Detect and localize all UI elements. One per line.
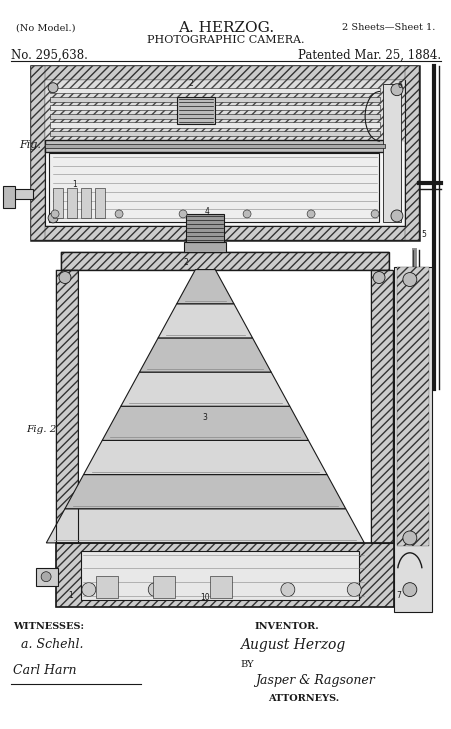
Circle shape	[59, 272, 71, 284]
Circle shape	[48, 213, 58, 223]
Bar	[3, 186, 15, 208]
Text: INVENTOR.: INVENTOR.	[254, 623, 319, 631]
Circle shape	[346, 582, 360, 596]
Polygon shape	[176, 270, 233, 304]
Bar	[67, 188, 77, 218]
Bar	[31, 66, 418, 240]
Bar	[31, 226, 418, 240]
Bar	[56, 543, 393, 607]
Text: 1: 1	[73, 181, 77, 190]
Text: August Herzog: August Herzog	[239, 639, 345, 652]
Bar	[184, 242, 226, 252]
Circle shape	[48, 83, 58, 93]
Bar	[36, 568, 58, 585]
Bar	[404, 66, 418, 240]
Bar	[370, 270, 392, 543]
Bar	[96, 576, 117, 598]
Bar	[95, 188, 105, 218]
Bar	[11, 189, 33, 199]
Bar	[45, 140, 384, 152]
Circle shape	[148, 582, 162, 596]
Bar	[186, 214, 224, 242]
Bar	[61, 252, 388, 270]
Bar	[50, 105, 379, 110]
Text: 1: 1	[69, 590, 73, 599]
Bar	[31, 66, 45, 240]
Circle shape	[179, 210, 187, 218]
Text: No. 295,638.: No. 295,638.	[11, 49, 88, 62]
Polygon shape	[102, 406, 308, 440]
Circle shape	[402, 531, 416, 545]
Bar	[393, 267, 431, 612]
Bar	[177, 96, 215, 125]
Polygon shape	[65, 475, 345, 509]
Bar	[56, 270, 78, 543]
Text: A. HERZOG.: A. HERZOG.	[178, 21, 273, 35]
Circle shape	[372, 272, 384, 284]
Bar	[56, 543, 393, 607]
Bar	[56, 270, 78, 543]
Polygon shape	[139, 338, 271, 372]
Text: WITNESSES:: WITNESSES:	[13, 623, 84, 631]
Bar	[45, 79, 404, 141]
Text: ATTORNEYS.: ATTORNEYS.	[267, 694, 338, 703]
Circle shape	[402, 582, 416, 596]
Circle shape	[51, 210, 59, 218]
Bar	[45, 79, 404, 226]
Text: 3: 3	[202, 413, 207, 422]
Text: Carl Harn: Carl Harn	[13, 664, 77, 677]
Text: 4: 4	[204, 207, 209, 216]
Circle shape	[82, 582, 96, 596]
Text: 10: 10	[200, 593, 210, 601]
Bar	[152, 576, 175, 598]
Circle shape	[41, 572, 51, 582]
Polygon shape	[120, 372, 289, 406]
Circle shape	[370, 210, 378, 218]
Bar	[49, 153, 378, 222]
Text: a. Schehl.: a. Schehl.	[21, 639, 83, 651]
Bar	[50, 122, 379, 128]
Text: 2 Sheets—Sheet 1.: 2 Sheets—Sheet 1.	[341, 23, 435, 32]
Circle shape	[243, 210, 250, 218]
Text: (No Model.): (No Model.)	[16, 23, 76, 32]
Circle shape	[306, 210, 314, 218]
Circle shape	[402, 273, 416, 286]
Circle shape	[214, 582, 228, 596]
Circle shape	[115, 210, 123, 218]
Bar	[396, 267, 428, 546]
Text: 2: 2	[183, 257, 188, 267]
Bar	[50, 88, 379, 93]
Bar	[50, 114, 379, 119]
Bar	[210, 576, 231, 598]
Bar	[81, 551, 359, 599]
Bar	[50, 97, 379, 102]
Text: 7: 7	[396, 590, 400, 599]
Text: 5: 5	[420, 230, 425, 239]
Circle shape	[390, 210, 402, 222]
Text: 6: 6	[396, 81, 401, 90]
Text: 2: 2	[189, 79, 193, 87]
Text: Fig. 1: Fig. 1	[19, 140, 52, 149]
Text: PHOTOGRAPHIC CAMERA.: PHOTOGRAPHIC CAMERA.	[147, 35, 304, 45]
Text: Fig. 2.: Fig. 2.	[26, 425, 60, 434]
Text: Patented Mar. 25, 1884.: Patented Mar. 25, 1884.	[297, 49, 440, 62]
Bar	[31, 66, 418, 79]
Bar	[61, 252, 388, 270]
Text: BY: BY	[239, 660, 253, 669]
Circle shape	[280, 582, 294, 596]
Bar	[370, 270, 392, 543]
Circle shape	[390, 84, 402, 95]
Bar	[382, 84, 400, 222]
Polygon shape	[83, 440, 327, 475]
Polygon shape	[158, 304, 252, 338]
Text: Jasper & Ragsoner: Jasper & Ragsoner	[254, 674, 374, 687]
Bar	[50, 131, 379, 136]
Bar	[53, 188, 63, 218]
Bar	[81, 188, 91, 218]
Polygon shape	[46, 509, 364, 543]
Bar	[45, 144, 384, 148]
